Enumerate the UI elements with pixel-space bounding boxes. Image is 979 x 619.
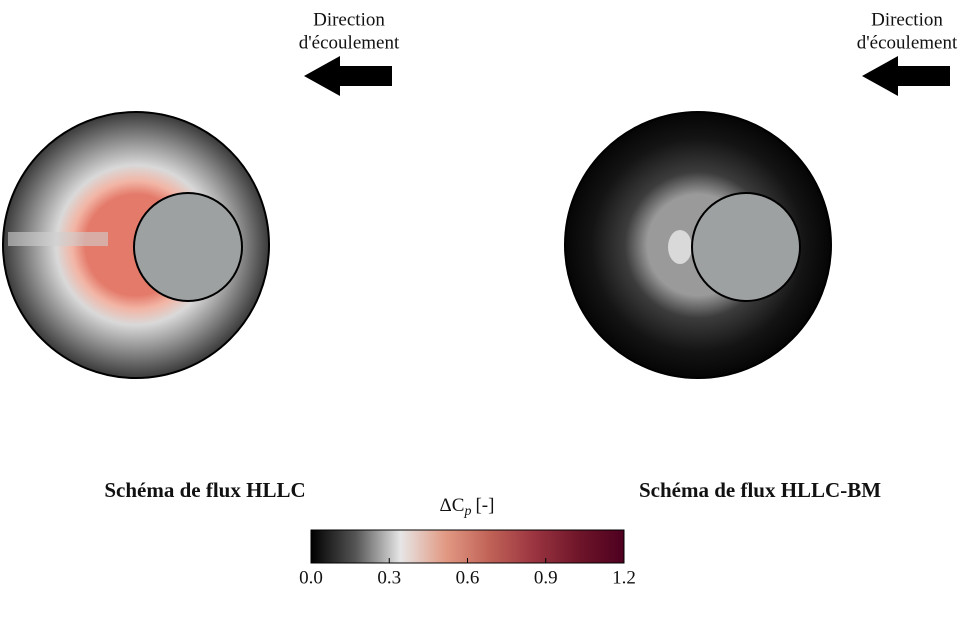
tick-label: 0.9 <box>534 567 558 588</box>
panel-right: Direction d'écoulement Schéma de flux HL… <box>564 9 958 502</box>
flow-arrow <box>304 56 392 96</box>
tick-label: 1.2 <box>612 567 636 588</box>
tick-label: 0.0 <box>299 567 323 588</box>
tick-label: 0.6 <box>456 567 480 588</box>
annotation: d'écoulement <box>857 32 958 53</box>
wake-streak <box>8 232 108 246</box>
panel-title: Schéma de flux HLLC <box>104 478 305 502</box>
cylinder <box>133 192 243 302</box>
flow-arrow <box>862 56 950 96</box>
annotation: Direction <box>871 9 943 30</box>
annotation: Direction <box>313 9 385 30</box>
panel-title: Schéma de flux HLLC-BM <box>639 478 881 502</box>
unit: [-] <box>475 495 494 516</box>
symbol: ΔC <box>440 495 465 516</box>
colorbar-label: ΔCp [-] <box>440 495 495 519</box>
annotation: d'écoulement <box>299 32 400 53</box>
highlight <box>668 230 692 264</box>
tick-label: 0.3 <box>377 567 401 588</box>
cylinder <box>691 192 801 302</box>
panel-left: Direction d'écoulement Schéma de flux HL… <box>2 9 400 502</box>
subscript: p <box>463 504 471 519</box>
